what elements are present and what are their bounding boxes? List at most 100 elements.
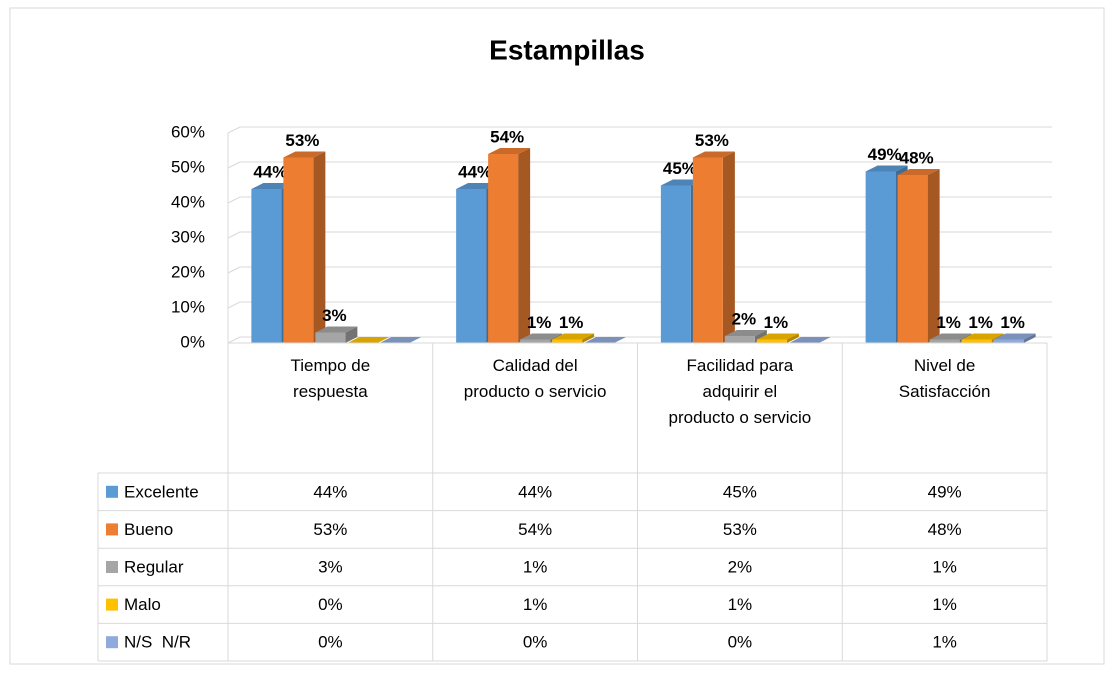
- bar-front: [552, 339, 583, 343]
- bar-side: [313, 151, 326, 343]
- table-value: 44%: [518, 482, 552, 501]
- bar-front: [993, 339, 1024, 343]
- y-tick-label: 20%: [171, 262, 205, 281]
- data-label: 45%: [663, 159, 697, 178]
- bar-side: [927, 169, 940, 343]
- grid-line: [227, 196, 1052, 204]
- bar: [692, 151, 735, 343]
- chart-title: Estampillas: [489, 34, 645, 65]
- table-value: 53%: [313, 520, 347, 539]
- x-tick-label: Nivel de Satisfacción: [898, 356, 991, 401]
- grid-line: [227, 231, 1052, 239]
- table-value: 0%: [318, 633, 343, 652]
- table-value: 54%: [518, 520, 552, 539]
- x-tick-label: Tiempo de respuesta: [290, 356, 371, 401]
- bar-side: [582, 333, 595, 343]
- bar-top: [660, 179, 703, 186]
- bar-side: [345, 326, 358, 343]
- table-value: 49%: [928, 482, 962, 501]
- table-value: 1%: [932, 557, 957, 576]
- legend-label: Malo: [124, 595, 161, 614]
- table-value: 0%: [728, 633, 753, 652]
- bar-top: [584, 337, 627, 343]
- data-label: 1%: [527, 313, 552, 332]
- y-tick-label: 0%: [180, 332, 205, 351]
- data-label: 3%: [322, 306, 347, 325]
- bar-side: [786, 333, 799, 343]
- bar-side: [518, 148, 531, 343]
- data-label: 2%: [732, 309, 757, 328]
- table-value: 2%: [728, 557, 753, 576]
- bar-front: [520, 339, 551, 343]
- grid-line: [227, 126, 1052, 134]
- bar: [347, 337, 390, 343]
- bar-front: [251, 189, 282, 343]
- bar: [315, 326, 358, 343]
- data-label: 49%: [868, 145, 902, 164]
- bar-top: [315, 326, 358, 333]
- data-label: 1%: [968, 313, 993, 332]
- legend-label: Bueno: [124, 520, 173, 539]
- bar-front: [456, 189, 487, 343]
- bar-top: [756, 333, 799, 340]
- bar-top: [788, 337, 831, 343]
- legend-key: [106, 485, 118, 498]
- table-value: 3%: [318, 557, 343, 576]
- data-label: 53%: [285, 131, 319, 150]
- bar: [788, 337, 831, 343]
- bar-side: [1023, 333, 1036, 343]
- bar: [552, 333, 595, 343]
- table-value: 1%: [932, 595, 957, 614]
- bar-top: [724, 330, 767, 336]
- bar-front: [865, 171, 896, 343]
- y-tick-label: 40%: [171, 192, 205, 211]
- legend-key: [106, 636, 118, 649]
- bar-top: [865, 165, 908, 172]
- table-value: 45%: [723, 482, 757, 501]
- bar-top: [929, 333, 972, 340]
- legend-key: [106, 561, 118, 573]
- bar: [584, 337, 627, 343]
- bar-top: [552, 333, 595, 340]
- data-label: 44%: [458, 162, 492, 181]
- y-tick-label: 50%: [171, 157, 205, 176]
- legend-label: N/S N/R: [124, 633, 191, 652]
- bar-front: [961, 339, 992, 343]
- bar-front: [897, 175, 928, 343]
- bar-top: [961, 333, 1004, 340]
- table-value: 0%: [523, 633, 548, 652]
- grid-line: [227, 266, 1052, 274]
- bar-top: [488, 148, 531, 154]
- bar-top: [456, 183, 499, 189]
- bar-top: [897, 169, 940, 175]
- data-label: 54%: [490, 127, 524, 146]
- bar-front: [929, 339, 960, 343]
- y-tick-label: 10%: [171, 297, 205, 316]
- bar-top: [520, 333, 563, 340]
- category-cell: Nivel de Satisfacción: [898, 356, 991, 401]
- category-cell: Tiempo de respuesta: [290, 356, 371, 401]
- table-value: 1%: [728, 595, 753, 614]
- bar-top: [283, 151, 326, 158]
- data-label: 1%: [1000, 313, 1025, 332]
- y-tick-label: 30%: [171, 227, 205, 246]
- table-value: 53%: [723, 520, 757, 539]
- data-label: 1%: [559, 313, 584, 332]
- data-label: 1%: [764, 313, 789, 332]
- bar-top: [347, 337, 390, 343]
- legend-label: Regular: [124, 557, 184, 576]
- bar: [379, 337, 422, 343]
- table-value: 48%: [928, 520, 962, 539]
- legend-key: [106, 523, 118, 536]
- bar: [993, 333, 1036, 343]
- y-tick-label: 60%: [171, 122, 205, 141]
- legend-key: [106, 598, 118, 611]
- category-cell: Facilidad para adquirir el producto o se…: [669, 356, 812, 427]
- table-value: 44%: [313, 482, 347, 501]
- bar: [283, 151, 326, 343]
- table-value: 1%: [932, 633, 957, 652]
- bar-front: [488, 154, 519, 343]
- bar-front: [756, 339, 787, 343]
- data-label: 53%: [695, 131, 729, 150]
- grid-line: [227, 161, 1052, 169]
